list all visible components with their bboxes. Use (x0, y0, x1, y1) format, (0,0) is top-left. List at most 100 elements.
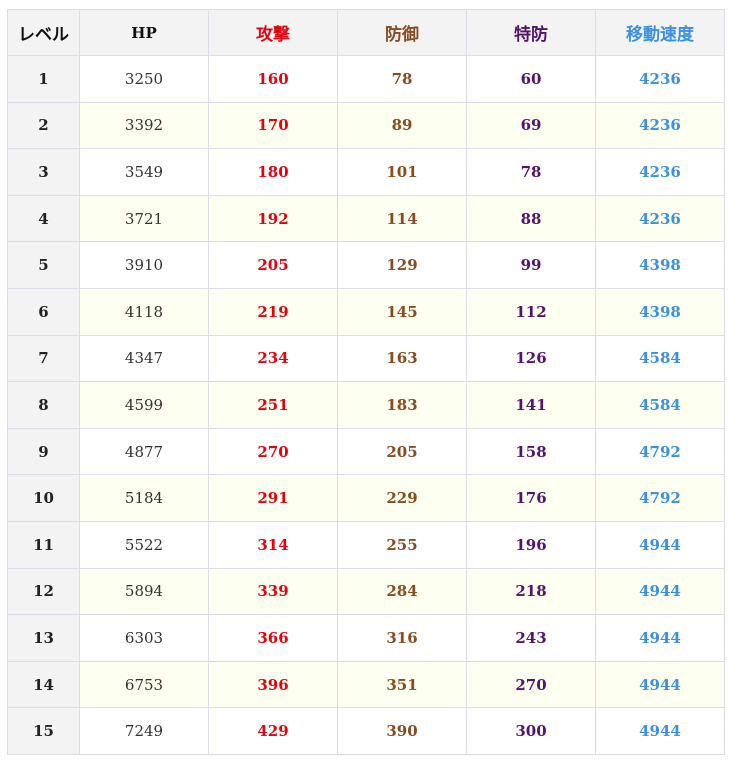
cell-defense: 78 (337, 55, 467, 103)
cell-move-speed: 4236 (595, 194, 725, 243)
cell-move-speed: 4944 (595, 567, 725, 616)
cell-hp: 5894 (79, 567, 209, 616)
header-attack: 攻撃 (208, 9, 338, 56)
table-row: 6 4118 219 145 112 4398 (7, 287, 725, 336)
cell-attack: 396 (208, 660, 338, 709)
table-row: 14 6753 396 351 270 4944 (7, 660, 725, 709)
cell-defense: 114 (337, 194, 467, 243)
table-row: 12 5894 339 284 218 4944 (7, 567, 725, 616)
cell-level: 4 (7, 194, 80, 243)
cell-move-speed: 4944 (595, 660, 725, 709)
cell-attack: 192 (208, 194, 338, 243)
cell-hp: 6303 (79, 614, 209, 662)
cell-sp-defense: 99 (466, 241, 596, 289)
cell-sp-defense: 141 (466, 381, 596, 429)
cell-hp: 4599 (79, 381, 209, 429)
cell-hp: 3250 (79, 55, 209, 103)
table-row: 4 3721 192 114 88 4236 (7, 194, 725, 243)
cell-hp: 4877 (79, 427, 209, 476)
cell-sp-defense: 270 (466, 660, 596, 709)
cell-sp-defense: 196 (466, 520, 596, 569)
cell-sp-defense: 60 (466, 55, 596, 103)
cell-sp-defense: 69 (466, 101, 596, 150)
cell-hp: 5522 (79, 520, 209, 569)
stats-table-container: レベル HP 攻撃 防御 特防 移動速度 1 3250 160 78 60 4236 2 33… (7, 9, 725, 755)
cell-attack: 180 (208, 148, 338, 196)
cell-move-speed: 4398 (595, 241, 725, 289)
cell-move-speed: 4398 (595, 287, 725, 336)
cell-level: 10 (7, 474, 80, 522)
table-header: レベル HP 攻撃 防御 特防 移動速度 (7, 9, 725, 56)
level-stats-table: レベル HP 攻撃 防御 特防 移動速度 1 3250 160 78 60 4236 2 33… (7, 9, 725, 755)
cell-sp-defense: 300 (466, 707, 596, 755)
cell-attack: 170 (208, 101, 338, 150)
table-row: 1 3250 160 78 60 4236 (7, 55, 725, 103)
cell-attack: 314 (208, 520, 338, 569)
cell-sp-defense: 88 (466, 194, 596, 243)
cell-attack: 429 (208, 707, 338, 755)
cell-hp: 4118 (79, 287, 209, 336)
header-defense: 防御 (337, 9, 467, 56)
cell-defense: 284 (337, 567, 467, 616)
cell-defense: 163 (337, 334, 467, 383)
cell-defense: 101 (337, 148, 467, 196)
cell-level: 14 (7, 660, 80, 709)
table-row: 9 4877 270 205 158 4792 (7, 427, 725, 476)
cell-level: 2 (7, 101, 80, 150)
cell-move-speed: 4792 (595, 427, 725, 476)
cell-defense: 255 (337, 520, 467, 569)
cell-defense: 183 (337, 381, 467, 429)
cell-move-speed: 4236 (595, 148, 725, 196)
table-row: 8 4599 251 183 141 4584 (7, 381, 725, 429)
cell-hp: 5184 (79, 474, 209, 522)
table-row: 3 3549 180 101 78 4236 (7, 148, 725, 196)
cell-sp-defense: 158 (466, 427, 596, 476)
cell-move-speed: 4236 (595, 55, 725, 103)
cell-attack: 270 (208, 427, 338, 476)
cell-sp-defense: 176 (466, 474, 596, 522)
cell-attack: 366 (208, 614, 338, 662)
cell-level: 12 (7, 567, 80, 616)
cell-hp: 3392 (79, 101, 209, 150)
cell-attack: 205 (208, 241, 338, 289)
cell-hp: 3549 (79, 148, 209, 196)
cell-move-speed: 4944 (595, 520, 725, 569)
table-row: 13 6303 366 316 243 4944 (7, 614, 725, 662)
cell-attack: 251 (208, 381, 338, 429)
cell-attack: 339 (208, 567, 338, 616)
header-level: レベル (7, 9, 80, 56)
cell-sp-defense: 112 (466, 287, 596, 336)
cell-level: 13 (7, 614, 80, 662)
cell-level: 6 (7, 287, 80, 336)
cell-defense: 390 (337, 707, 467, 755)
cell-defense: 89 (337, 101, 467, 150)
cell-move-speed: 4584 (595, 381, 725, 429)
cell-level: 7 (7, 334, 80, 383)
cell-defense: 316 (337, 614, 467, 662)
cell-attack: 234 (208, 334, 338, 383)
cell-sp-defense: 218 (466, 567, 596, 616)
header-sp-defense: 特防 (466, 9, 596, 56)
cell-sp-defense: 126 (466, 334, 596, 383)
table-body: 1 3250 160 78 60 4236 2 3392 170 89 69 4236 3 3549 180… (7, 55, 725, 755)
cell-defense: 145 (337, 287, 467, 336)
cell-hp: 7249 (79, 707, 209, 755)
cell-move-speed: 4584 (595, 334, 725, 383)
table-row: 10 5184 291 229 176 4792 (7, 474, 725, 522)
cell-level: 8 (7, 381, 80, 429)
cell-attack: 219 (208, 287, 338, 336)
cell-defense: 229 (337, 474, 467, 522)
table-row: 2 3392 170 89 69 4236 (7, 101, 725, 150)
cell-hp: 6753 (79, 660, 209, 709)
cell-hp: 3721 (79, 194, 209, 243)
cell-level: 3 (7, 148, 80, 196)
cell-defense: 205 (337, 427, 467, 476)
table-row: 5 3910 205 129 99 4398 (7, 241, 725, 289)
cell-level: 9 (7, 427, 80, 476)
cell-sp-defense: 243 (466, 614, 596, 662)
cell-attack: 160 (208, 55, 338, 103)
cell-defense: 129 (337, 241, 467, 289)
header-hp: HP (79, 9, 209, 56)
cell-sp-defense: 78 (466, 148, 596, 196)
cell-move-speed: 4944 (595, 614, 725, 662)
